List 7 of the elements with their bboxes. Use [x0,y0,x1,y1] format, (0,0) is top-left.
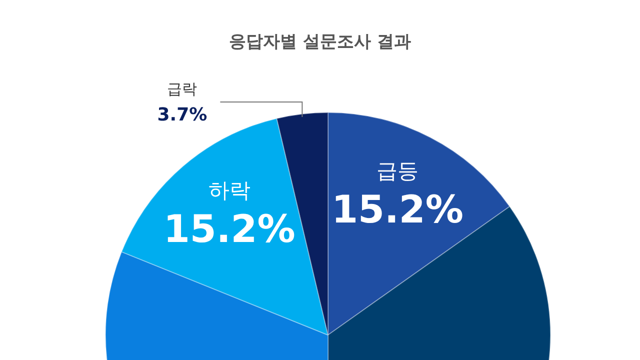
data-label: 3.7% [157,104,208,126]
slice-label: 급등 [376,159,419,184]
data-label: 15.2% [163,207,296,252]
slice-label: 급락 [167,80,198,98]
chart-title: 응답자별 설문조사 결과 [228,31,412,53]
slice-label: 하락 [208,178,250,203]
data-label: 15.2% [332,188,464,232]
